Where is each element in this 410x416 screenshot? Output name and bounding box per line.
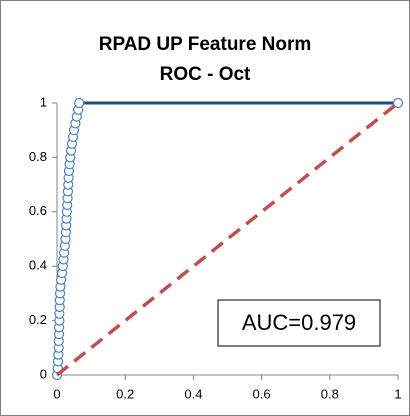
x-tick-label: 0.2 — [116, 386, 134, 401]
annotation-box — [217, 299, 381, 347]
marker — [74, 97, 85, 109]
series-line — [55, 101, 400, 377]
y-tick-label: 0 — [40, 366, 47, 381]
y-tick-label: 0.6 — [29, 203, 47, 218]
x-tick-label: 1 — [394, 386, 401, 401]
y-tick-label: 0.2 — [29, 312, 47, 327]
x-tick-label: 0.6 — [253, 386, 271, 401]
y-tick-label: 0.8 — [29, 149, 47, 164]
annotation: AUC=0.979 — [242, 310, 356, 335]
x-tick-label: 0 — [53, 386, 60, 401]
x-tick-label: 0.4 — [184, 386, 202, 401]
y-tick-label: 0.4 — [29, 258, 47, 273]
marker — [392, 97, 404, 109]
x-tick-label: 0.8 — [321, 386, 339, 401]
chart-title: RPAD UP Feature Norm — [99, 34, 312, 55]
y-tick-label: 1 — [40, 94, 47, 109]
chart-subtitle: ROC - Oct — [160, 64, 251, 85]
